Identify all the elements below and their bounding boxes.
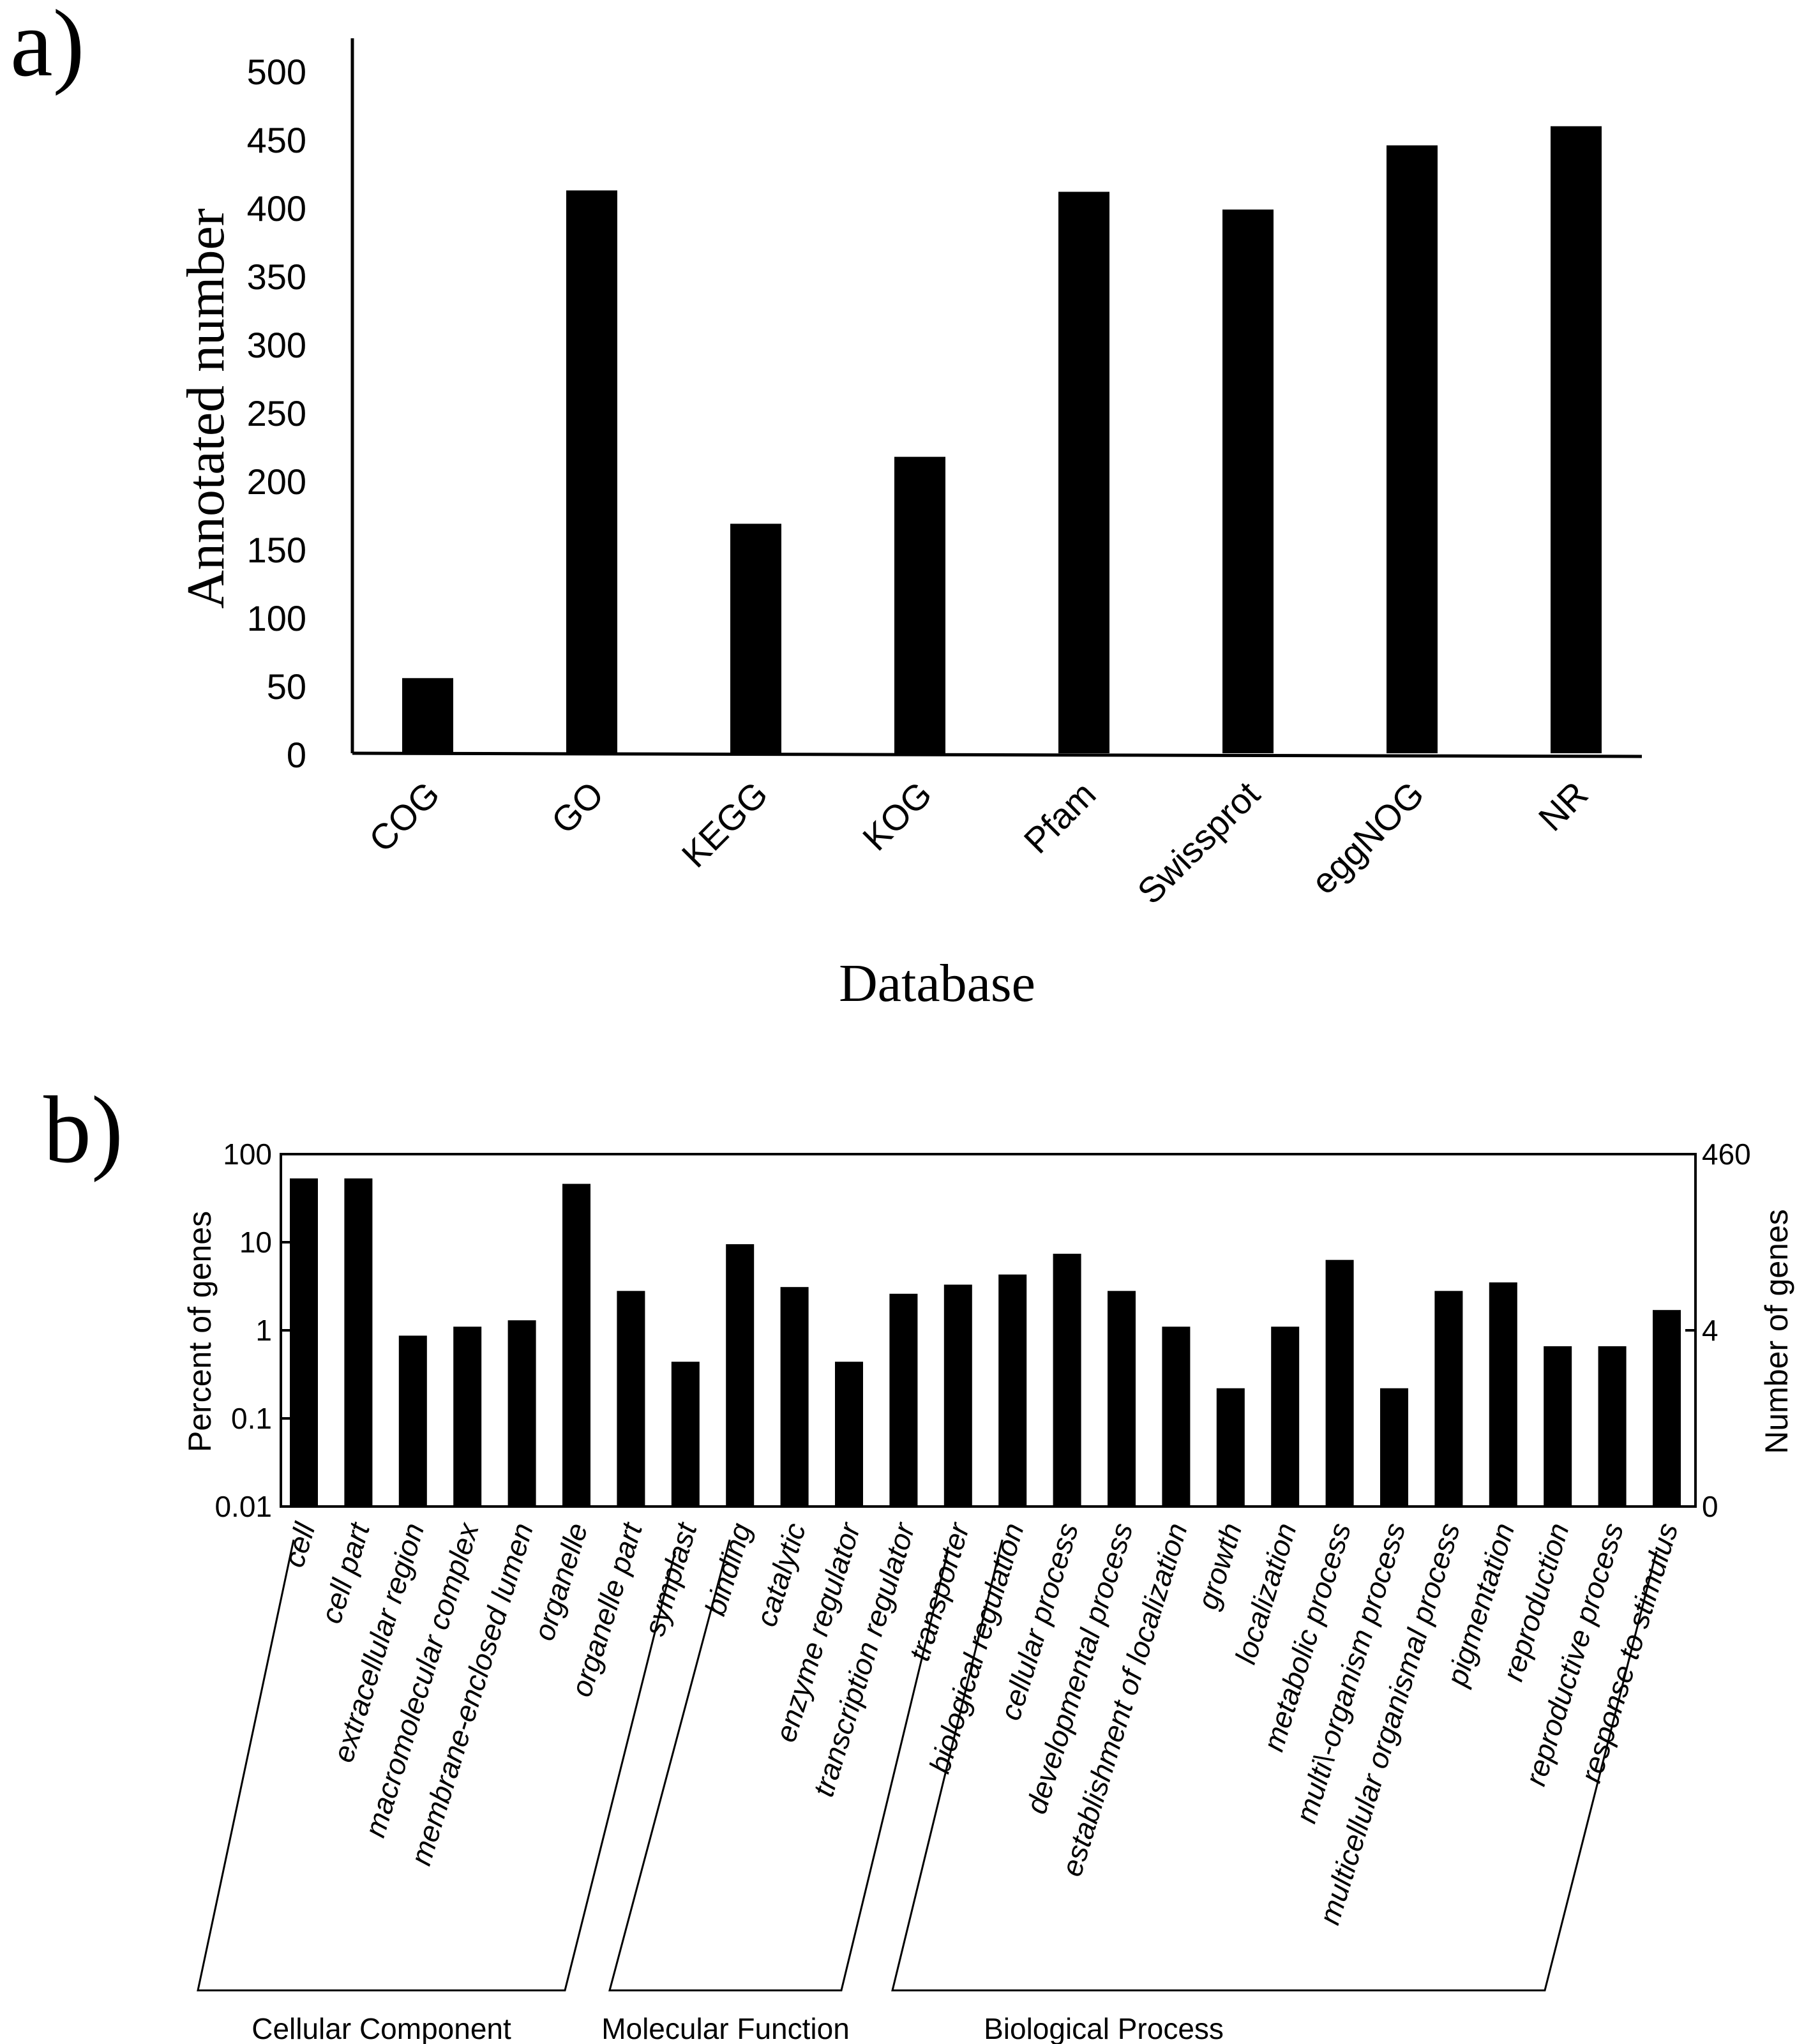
panel-a-bar-cog xyxy=(402,678,453,753)
panel-a-y-tick-label: 200 xyxy=(247,462,306,502)
panel-b-bar xyxy=(1053,1254,1081,1507)
panel-a-category-label: GO xyxy=(543,774,611,841)
panel-b-bar xyxy=(1162,1326,1191,1507)
panel-a-y-tick-label: 450 xyxy=(247,120,306,160)
panel-b-group-bracket xyxy=(891,1539,1658,1992)
panel-b-right-tick-label: 4 xyxy=(1702,1314,1718,1347)
panel-a-category-label: KEGG xyxy=(674,774,776,875)
panel-a-bar-eggnog xyxy=(1387,145,1438,753)
panel-b-bar xyxy=(998,1274,1027,1507)
panel-b-bar xyxy=(726,1244,755,1507)
panel-b-group-label: Molecular Function xyxy=(601,2012,850,2044)
panel-b-group-bracket xyxy=(197,1539,677,1992)
panel-b-bar xyxy=(1598,1346,1627,1507)
panel-b-bar xyxy=(344,1178,373,1507)
panel-b-bar xyxy=(1108,1291,1136,1507)
panel-a-y-tick-label: 150 xyxy=(247,530,306,570)
panel-b-right-tick-label: 460 xyxy=(1702,1138,1751,1171)
panel-a-bars xyxy=(402,126,1602,754)
panel-b-left-tick-label: 0.01 xyxy=(214,1490,272,1523)
panel-b-plot-frame xyxy=(280,1153,1697,1508)
panel-a-y-tick-label: 300 xyxy=(247,325,306,365)
panel-a-label: a) xyxy=(10,0,85,96)
panel-b-bar xyxy=(453,1326,482,1507)
panel-b-bar xyxy=(290,1178,318,1507)
panel-b-label: b) xyxy=(43,1077,123,1183)
panel-b-bar xyxy=(1653,1310,1681,1507)
panel-a-category-label: COG xyxy=(361,774,447,860)
panel-b-group-bracket xyxy=(608,1539,949,1992)
panel-b-bar xyxy=(1489,1282,1517,1507)
panel-b-bar xyxy=(1271,1326,1300,1507)
panel-b-bar xyxy=(562,1184,590,1507)
panel-a-category-label: Pfam xyxy=(1016,774,1104,861)
panel-b-left-tick-label: 1 xyxy=(255,1314,272,1347)
panel-b-left-tick-label: 0.1 xyxy=(231,1402,272,1435)
panel-b-left-tick-label: 10 xyxy=(239,1226,272,1259)
panel-b-bar xyxy=(671,1362,700,1507)
panel-b-bar xyxy=(507,1320,536,1507)
panel-b-category-label: cell xyxy=(277,1518,322,1571)
panel-b-bar xyxy=(1325,1259,1354,1507)
panel-b-category-label: growth xyxy=(1191,1519,1248,1613)
panel-b-category-groups: Cellular Component Molecular Function Biol… xyxy=(197,1539,1658,2044)
panel-b-category-label: symplast xyxy=(638,1518,703,1640)
panel-b-right-y-axis-label: Number of genes xyxy=(1759,1209,1794,1454)
panel-b-left-tick-label: 100 xyxy=(223,1138,272,1171)
panel-b-bar xyxy=(943,1284,972,1507)
panel-a-y-tick-label: 400 xyxy=(247,188,306,229)
panel-a-bar-kegg xyxy=(730,523,781,753)
panel-b-bar-chart: b) Percent of genes Number of genes 1001… xyxy=(43,1077,1794,2044)
panel-a-category-label: eggNOG xyxy=(1304,774,1432,902)
panel-a-y-tick-label: 250 xyxy=(247,393,306,433)
panel-b-right-y-ticks: 460 4 0 xyxy=(1685,1138,1751,1523)
panel-a-y-tick-label: 50 xyxy=(267,666,306,707)
panel-b-group-label: Biological Process xyxy=(984,2012,1224,2044)
panel-a-category-label: NR xyxy=(1531,774,1596,839)
panel-b-bar xyxy=(889,1293,918,1507)
panel-a-x-axis-label: Database xyxy=(839,954,1035,1013)
panel-b-category-label: catalytic xyxy=(749,1519,812,1630)
panel-a-y-tick-label: 350 xyxy=(247,257,306,297)
panel-b-category-label: cell part xyxy=(314,1518,376,1627)
panel-a-bar-chart: a) Annotated number Database 0 50 100 150 20… xyxy=(10,0,1642,1013)
panel-a-category-labels: COG GO KEGG KOG Pfam Swissprot eggNOG NR xyxy=(361,774,1596,912)
panel-a-bar-pfam xyxy=(1058,192,1109,754)
panel-a-bar-kog xyxy=(894,456,945,753)
panel-b-bar xyxy=(398,1335,427,1507)
panel-b-bars xyxy=(290,1178,1681,1507)
panel-b-bar xyxy=(780,1287,809,1507)
panel-a-y-ticks: 0 50 100 150 200 250 300 350 400 450 500 xyxy=(247,52,306,775)
panel-b-bar xyxy=(1380,1388,1408,1507)
panel-b-bar xyxy=(1434,1291,1463,1507)
panel-a-bar-nr xyxy=(1551,126,1602,754)
panel-b-bar xyxy=(835,1362,863,1507)
panel-b-group-label: Cellular Component xyxy=(252,2012,511,2044)
panel-b-bar xyxy=(1216,1388,1245,1507)
panel-b-left-y-ticks: 100 10 1 0.1 0.01 xyxy=(214,1138,291,1523)
panel-a-x-axis xyxy=(352,751,1642,758)
panel-b-bar xyxy=(1544,1346,1572,1507)
panel-a-y-tick-label: 0 xyxy=(287,735,306,775)
panel-a-bar-swissprot xyxy=(1222,209,1274,753)
panel-b-left-y-axis-label: Percent of genes xyxy=(182,1211,218,1452)
panel-a-y-axis-label: Annotated number xyxy=(176,208,236,609)
panel-a-category-label: Swissprot xyxy=(1129,774,1267,912)
panel-b-right-tick-label: 0 xyxy=(1702,1490,1718,1523)
panel-b-bar xyxy=(617,1291,645,1507)
panel-b-category-label: binding xyxy=(698,1519,758,1619)
panel-a-y-tick-label: 100 xyxy=(247,598,306,638)
panel-a-bar-go xyxy=(566,190,617,753)
panel-a-y-tick-label: 500 xyxy=(247,52,306,92)
panel-a-category-label: KOG xyxy=(855,774,940,859)
